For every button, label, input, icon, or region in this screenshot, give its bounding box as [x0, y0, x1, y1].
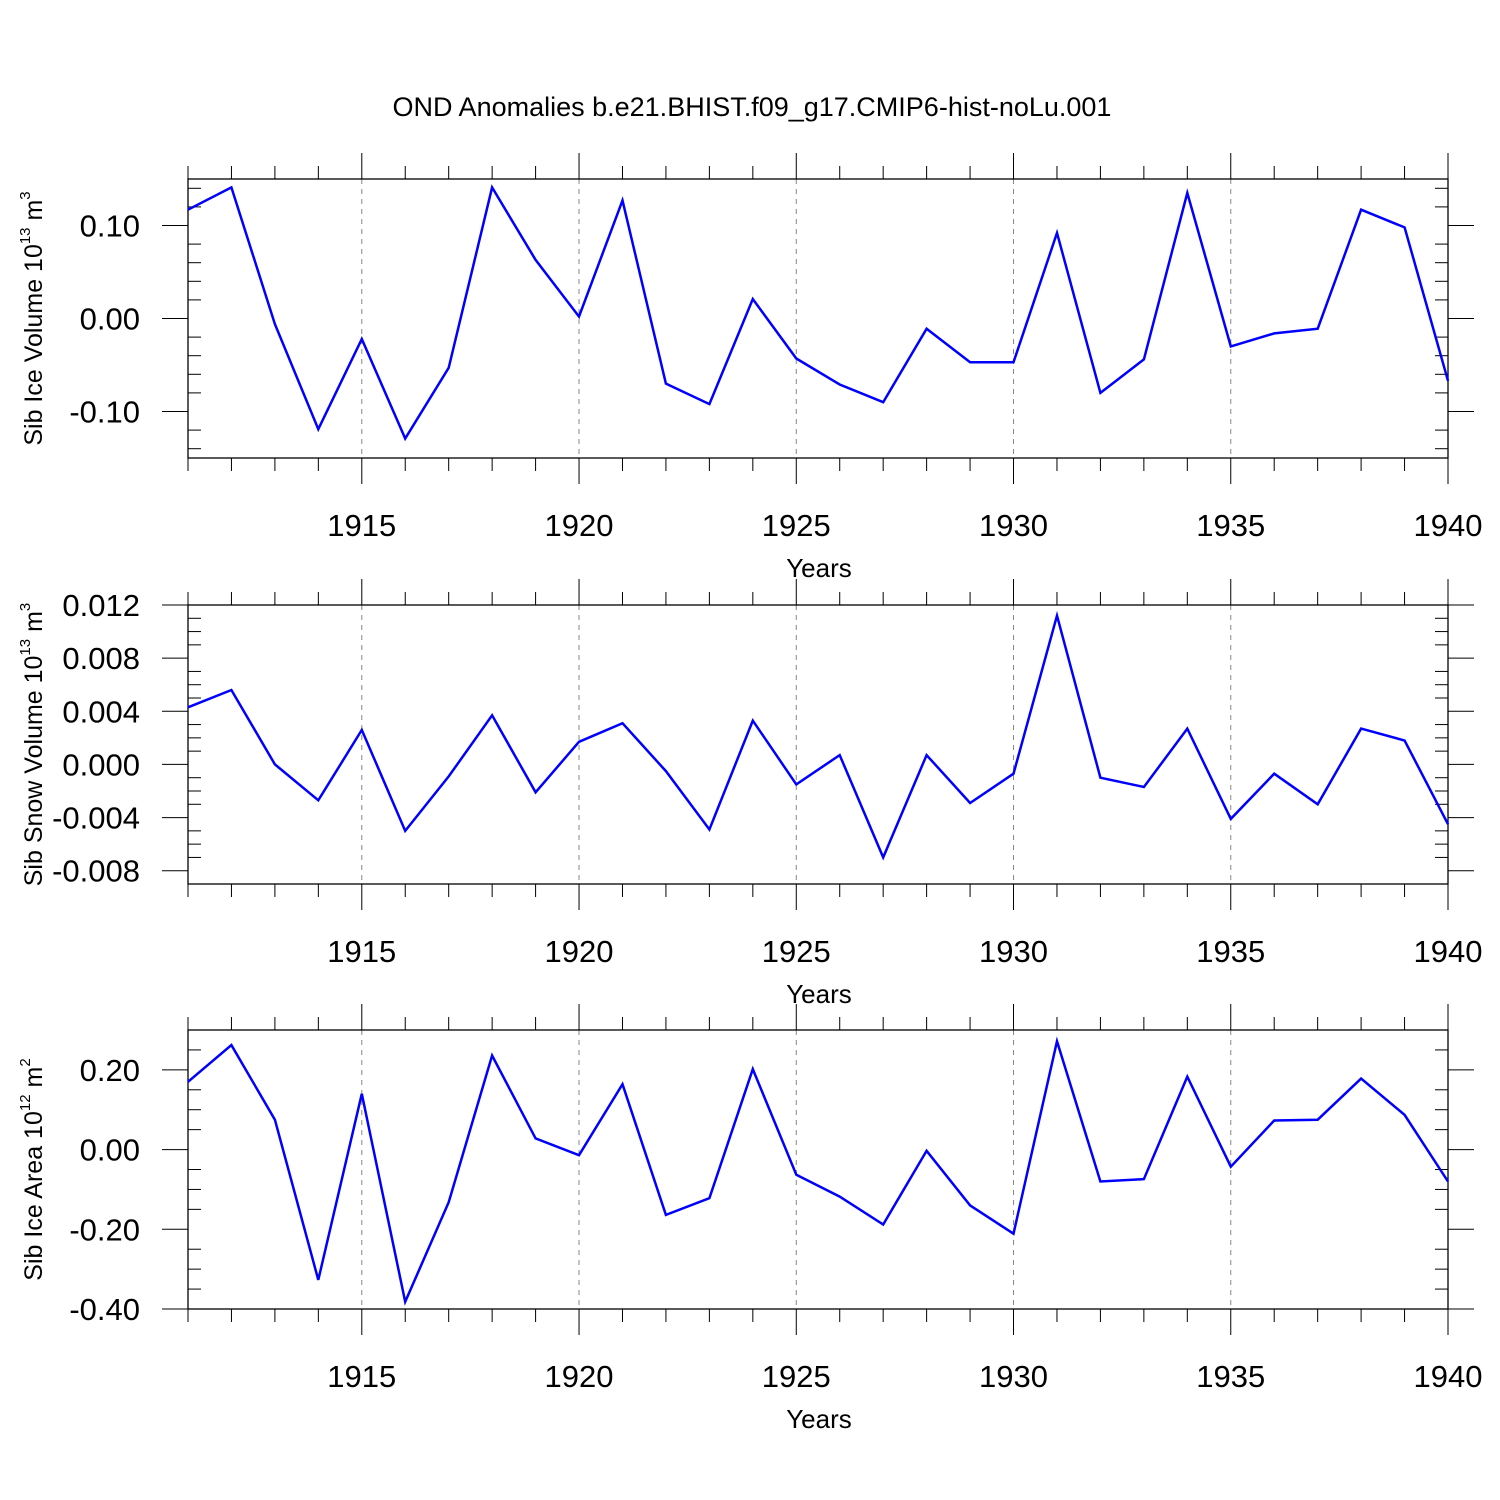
series-line: [187, 184, 1450, 442]
y-tick-label: -0.20: [69, 1212, 140, 1247]
y-tick-label: 0.008: [62, 641, 140, 676]
x-tick-label: 1935: [1196, 508, 1265, 543]
series-line: [187, 610, 1450, 861]
panel-2: 1915 1920 1925 1930 1935 1940 0.012 0.008 0.004 0…: [17, 579, 1482, 1009]
y-axis-label-unit: m: [20, 611, 48, 639]
y-axis-label-unit-exp: 3: [17, 191, 34, 199]
x-axis-label: Years: [786, 553, 852, 583]
y-tick-label: 0.012: [62, 588, 140, 623]
y-axis-label-exp: 12: [17, 1094, 34, 1111]
x-tick-label: 1925: [762, 1359, 831, 1394]
y-tick-label: 0.00: [80, 1133, 140, 1168]
y-tick-label: 0.004: [62, 694, 140, 729]
y-axis-label-unit-exp: 2: [17, 1058, 34, 1066]
y-axis-label-main: Sib Ice Volume 10: [20, 244, 48, 446]
x-tick-label: 1925: [762, 934, 831, 969]
y-axis-label-main: Sib Ice Area 10: [20, 1111, 48, 1281]
x-tick-label: 1930: [979, 1359, 1048, 1394]
y-axis-label-unit-exp: 3: [17, 603, 34, 611]
x-tick-label: 1915: [327, 1359, 396, 1394]
x-axis-label: Years: [786, 979, 852, 1009]
y-tick-label: -0.40: [69, 1292, 140, 1327]
y-tick-label: 0.20: [80, 1053, 140, 1088]
y-axis-label: Sib Ice Area 1012 m2: [17, 1058, 48, 1280]
x-axis-label: Years: [786, 1404, 852, 1434]
panels: 1915 1920 1925 1930 1935 1940 0.10 0.00 -0.10 Yea…: [17, 153, 1482, 1434]
y-axis-label-unit: m: [20, 200, 48, 228]
x-tick-label: 1930: [979, 934, 1048, 969]
x-tick-label: 1935: [1196, 1359, 1265, 1394]
x-tick-label: 1915: [327, 934, 396, 969]
y-axis-label: Sib Ice Volume 1013 m3: [17, 191, 48, 445]
y-tick-label: 0.10: [80, 209, 140, 244]
y-tick-label: -0.004: [52, 801, 140, 836]
panel-3: 1915 1920 1925 1930 1935 1940 0.20 0.00 -0.20 -0.…: [17, 1004, 1482, 1434]
y-tick-label: 0.000: [62, 747, 140, 782]
x-tick-label: 1920: [545, 934, 614, 969]
x-tick-label: 1915: [327, 508, 396, 543]
panel-1: 1915 1920 1925 1930 1935 1940 0.10 0.00 -0.10 Yea…: [17, 153, 1482, 583]
y-tick-label: 0.00: [80, 302, 140, 337]
y-axis-label-main: Sib Snow Volume 10: [20, 656, 48, 887]
x-tick-label: 1930: [979, 508, 1048, 543]
x-tick-label: 1940: [1414, 508, 1483, 543]
x-tick-label: 1940: [1414, 934, 1483, 969]
y-axis-label-exp: 13: [17, 227, 34, 244]
plot-frame: [187, 604, 1449, 885]
y-tick-label: -0.008: [52, 854, 140, 889]
chart-title: OND Anomalies b.e21.BHIST.f09_g17.CMIP6-…: [393, 92, 1112, 122]
y-axis-label: Sib Snow Volume 1013 m3: [17, 603, 48, 887]
x-tick-label: 1920: [545, 508, 614, 543]
plot-frame: [187, 178, 1449, 459]
x-tick-label: 1925: [762, 508, 831, 543]
y-axis-label-unit: m: [20, 1067, 48, 1095]
y-tick-label: -0.10: [69, 395, 140, 430]
x-tick-label: 1920: [545, 1359, 614, 1394]
y-axis-label-exp: 13: [17, 639, 34, 656]
x-tick-label: 1940: [1414, 1359, 1483, 1394]
series-line: [187, 1036, 1450, 1306]
x-tick-label: 1935: [1196, 934, 1265, 969]
